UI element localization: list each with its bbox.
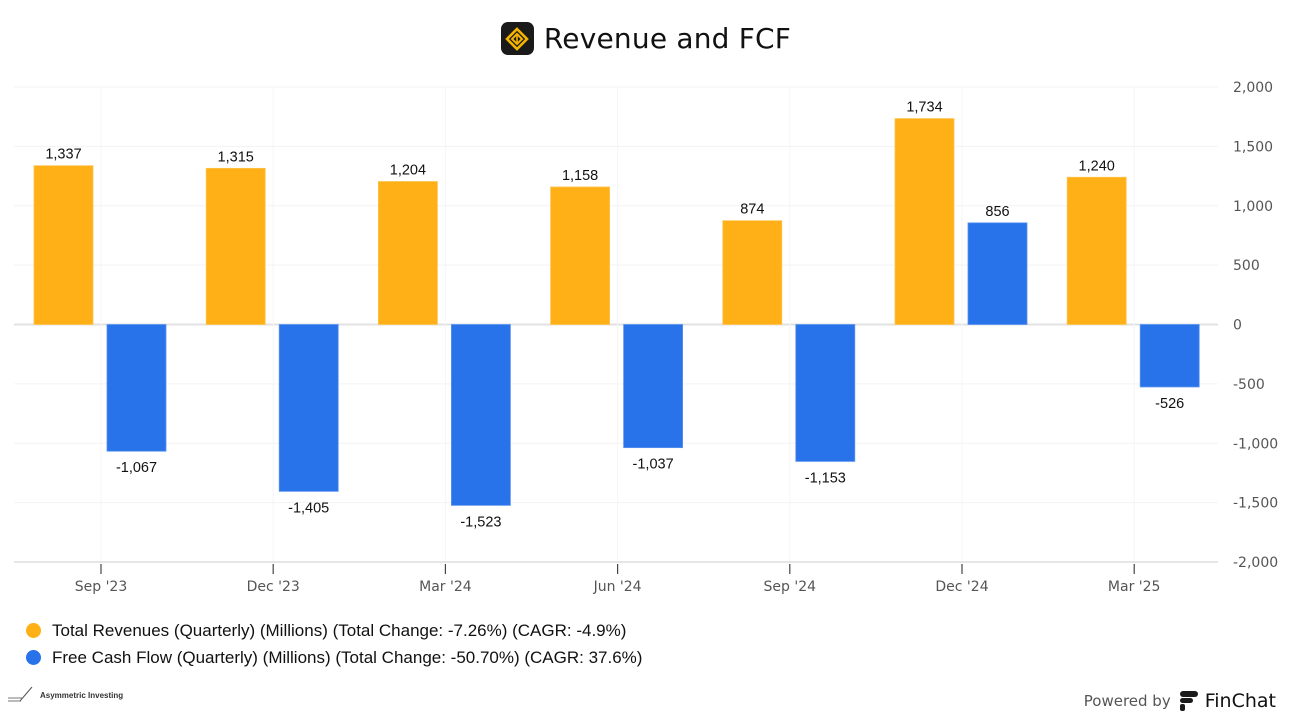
legend-revenue-label: Total Revenues (Quarterly) (Millions) (T… [52, 620, 627, 640]
fcf-data-label: 856 [985, 204, 1009, 220]
chart-canvas: 1,337 1,315 1,204 1,158 874 1,734 1,240 -1,067 -… [14, 80, 1278, 595]
revenue-bar [205, 167, 266, 325]
fcf-data-label: -1,405 [288, 500, 329, 516]
revenue-data-label: 1,337 [45, 147, 81, 163]
revenue-data-label: 1,315 [218, 149, 254, 165]
legend-fcf-label: Free Cash Flow (Quarterly) (Millions) (T… [52, 647, 643, 667]
y-tick-label: -500 [1233, 377, 1265, 393]
y-tick-label: 500 [1233, 258, 1260, 274]
fcf-bar [967, 222, 1028, 325]
legend-item-revenue[interactable]: Total Revenues (Quarterly) (Millions) (T… [26, 617, 642, 644]
x-tick-label: Sep '24 [764, 579, 817, 595]
chart-title: Revenue and FCF [543, 22, 792, 55]
chart-header: Revenue and FCF [0, 22, 1292, 55]
revenue-bar [33, 165, 94, 325]
x-tick-label: Jun '24 [593, 579, 642, 595]
revenue-data-label: 874 [740, 202, 764, 218]
revenue-bar [1066, 176, 1127, 325]
legend-item-fcf[interactable]: Free Cash Flow (Quarterly) (Millions) (T… [26, 644, 642, 671]
y-tick-label: 2,000 [1233, 80, 1273, 96]
revenue-bar [894, 118, 955, 325]
fcf-data-label: -1,153 [805, 470, 846, 486]
fcf-bar [278, 324, 339, 492]
company-logo-icon [500, 22, 534, 55]
fcf-data-label: -526 [1155, 396, 1184, 412]
y-tick-label: -2,000 [1233, 555, 1278, 571]
finchat-brand: FinChat [1204, 690, 1276, 712]
x-tick-label: Sep '23 [75, 579, 128, 595]
legend-revenue-dot-icon [26, 623, 41, 638]
revenue-bar [377, 181, 438, 325]
watermark: Asymmetric Investing [8, 686, 123, 704]
finchat-logo-icon [1179, 691, 1198, 711]
x-tick-label: Mar '24 [419, 579, 472, 595]
revenue-data-label: 1,734 [906, 100, 942, 116]
revenue-data-label: 1,240 [1079, 158, 1115, 174]
y-tick-label: 1,500 [1233, 139, 1273, 155]
asymmetric-investing-logo-icon [8, 686, 33, 702]
legend-fcf-dot-icon [26, 650, 41, 665]
fcf-bar [106, 324, 167, 452]
fcf-data-label: -1,067 [116, 460, 157, 476]
x-tick-label: Dec '23 [247, 579, 300, 595]
y-tick-label: 0 [1233, 318, 1242, 334]
x-tick-label: Mar '25 [1108, 579, 1161, 595]
y-tick-label: -1,500 [1233, 496, 1278, 512]
revenue-data-label: 1,204 [390, 163, 426, 179]
fcf-bar [450, 324, 511, 506]
powered-by-text: Powered by [1083, 692, 1171, 710]
revenue-bar [550, 186, 610, 325]
powered-by: Powered by FinChat [1084, 690, 1276, 712]
fcf-data-label: -1,037 [633, 457, 674, 473]
fcf-data-label: -1,523 [460, 514, 501, 530]
watermark-text: Asymmetric Investing [40, 690, 124, 700]
revenue-bar [722, 220, 783, 325]
x-tick-label: Dec '24 [935, 579, 988, 595]
fcf-bar [623, 324, 683, 449]
y-tick-label: 1,000 [1233, 199, 1273, 215]
fcf-bar [795, 324, 856, 462]
y-tick-label: -1,000 [1233, 436, 1278, 452]
fcf-bar [1139, 324, 1200, 388]
legend: Total Revenues (Quarterly) (Millions) (T… [26, 617, 642, 671]
revenue-data-label: 1,158 [562, 168, 598, 184]
